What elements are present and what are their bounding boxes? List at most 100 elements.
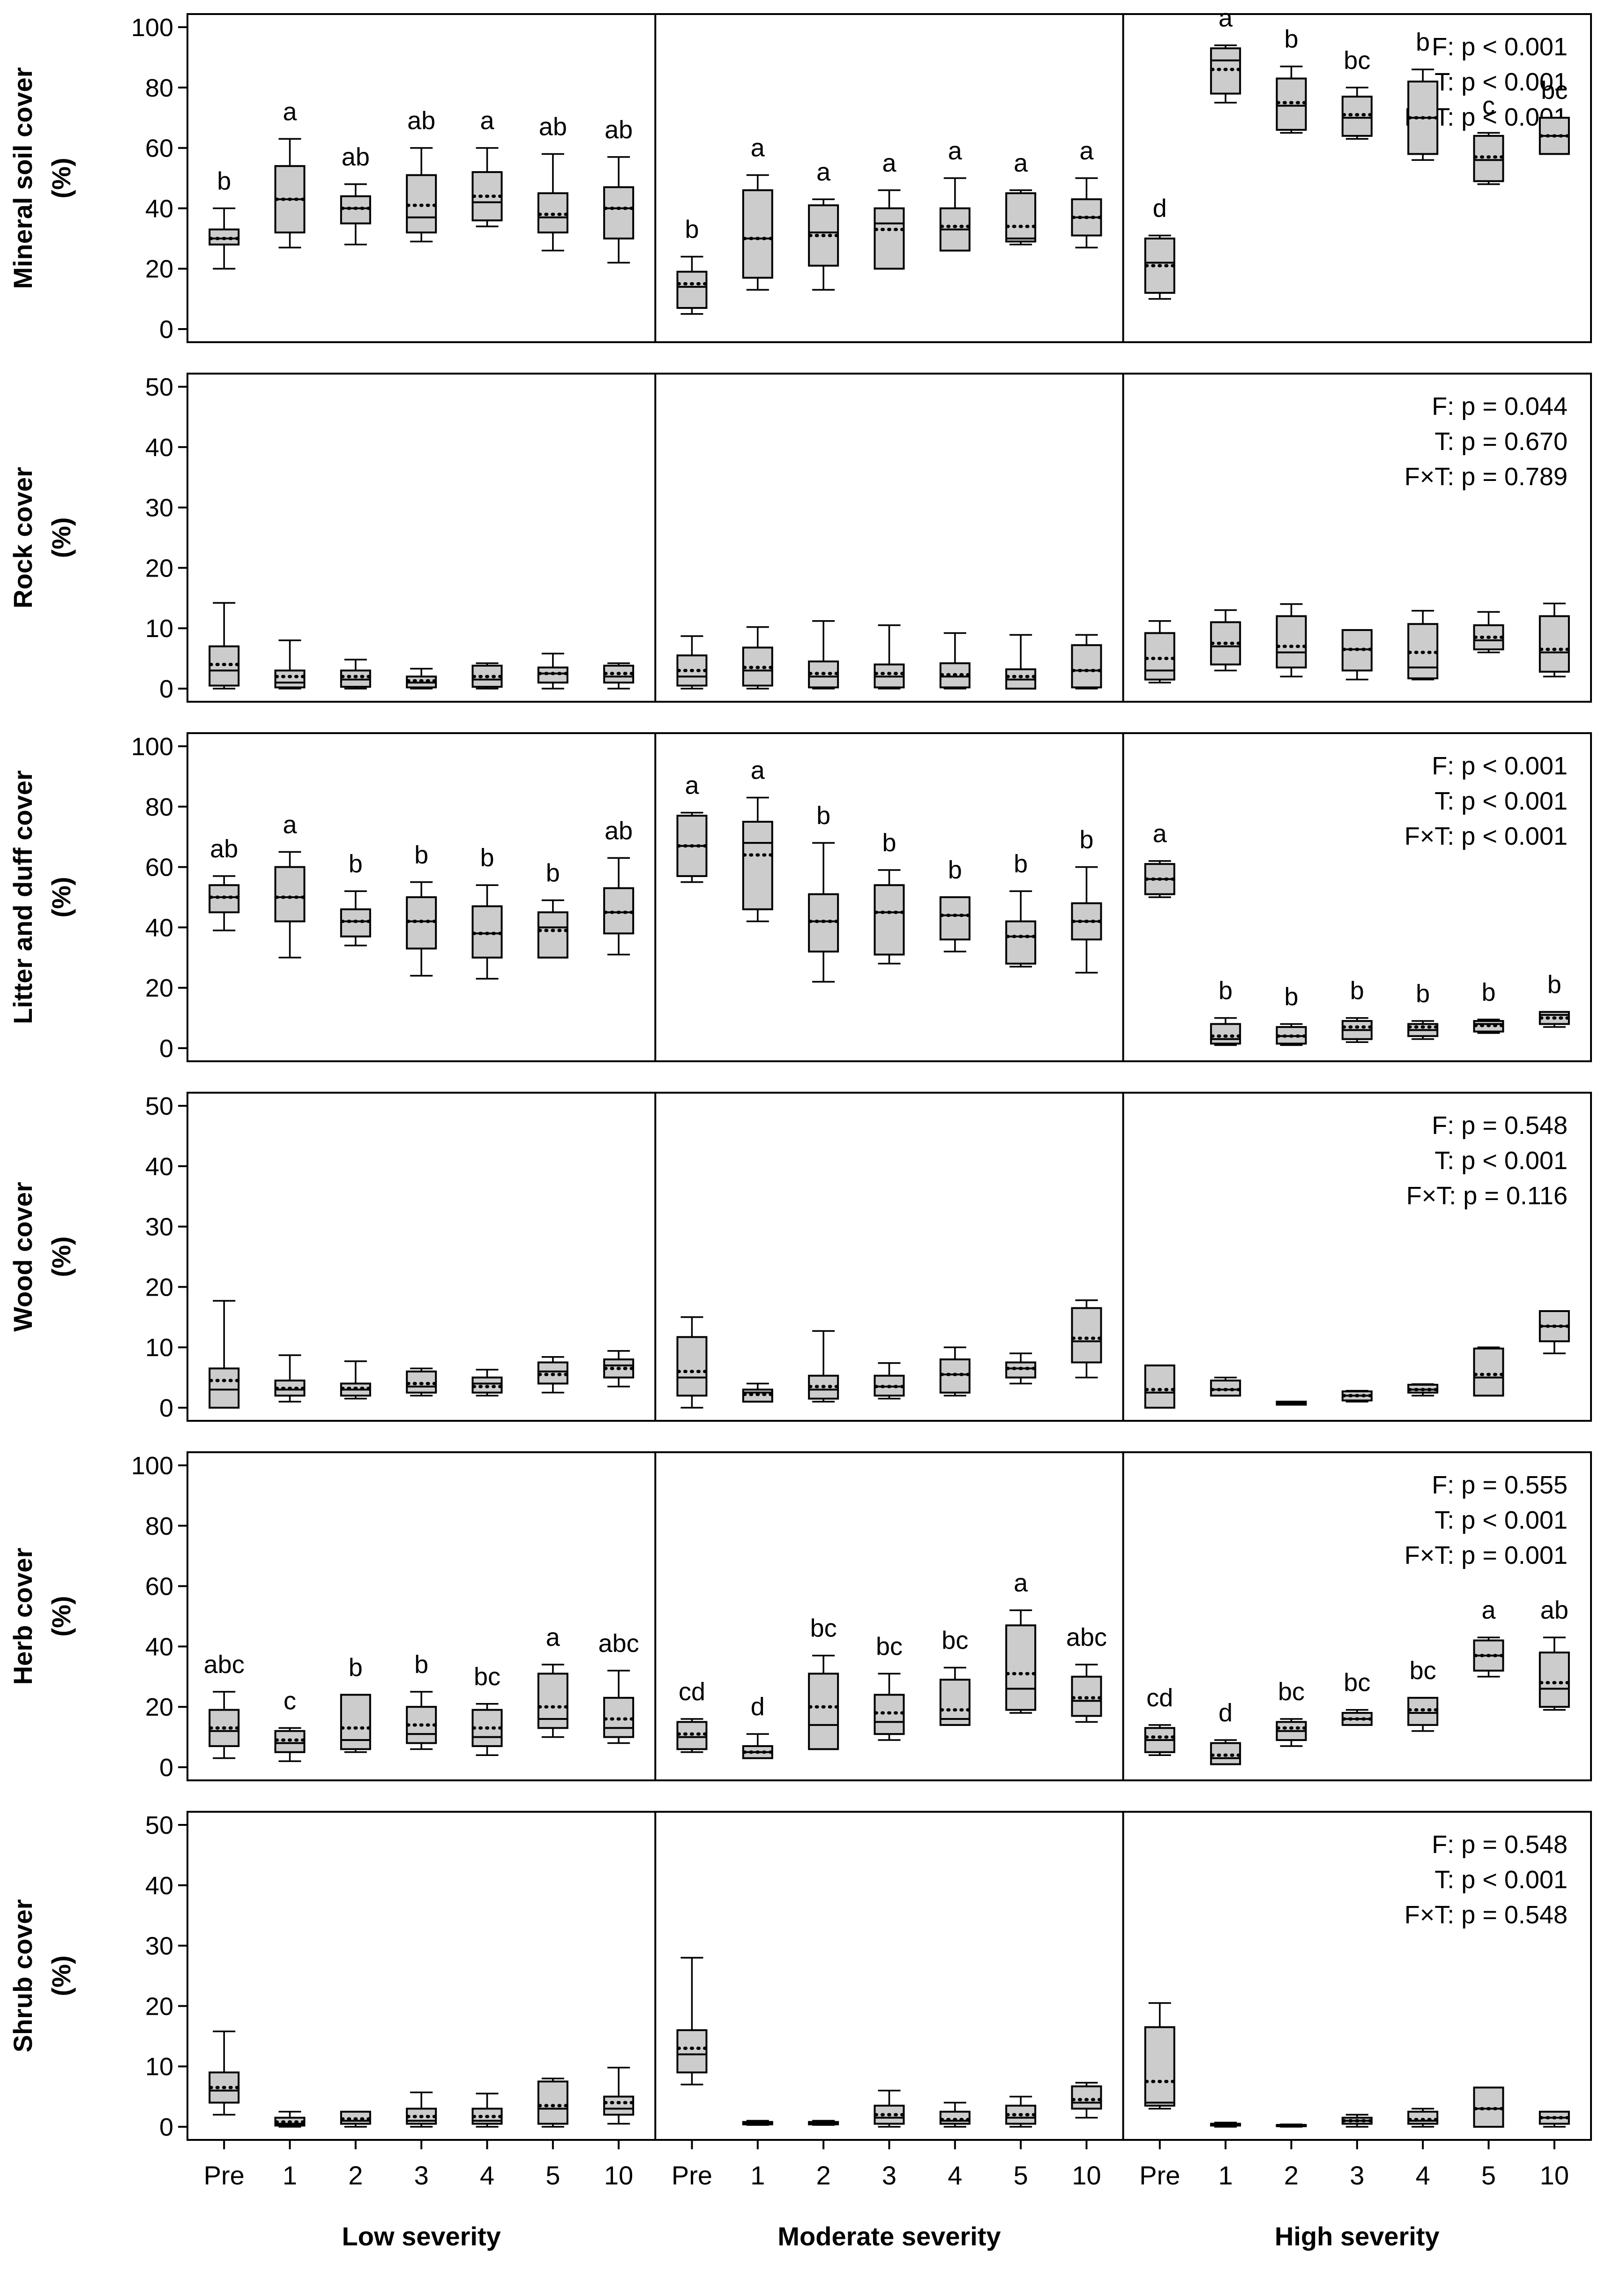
stats-line-t: T: p < 0.001	[1434, 1506, 1568, 1534]
panel-frame	[187, 1092, 1592, 1422]
significance-letter: b	[349, 1653, 363, 1681]
significance-letter: b	[685, 215, 699, 243]
x-category-label: Pre	[1139, 2161, 1180, 2190]
box-high-10	[1539, 2110, 1570, 2128]
panel-6: 0 10 20 30 40 50 Shrub cover (%) F: p = 0.548 T: …	[8, 1811, 1592, 2149]
box-iqr	[939, 896, 971, 941]
significance-letter: bc	[941, 1626, 968, 1654]
y-axis-unit: (%)	[46, 158, 76, 198]
box-moderate-3	[874, 2089, 905, 2128]
box-iqr	[1144, 237, 1175, 294]
box-low-2: b	[340, 850, 371, 946]
box-iqr	[1473, 1347, 1504, 1397]
significance-letter: b	[816, 802, 830, 830]
box-moderate-1: a	[742, 756, 773, 923]
box-low-4: bc	[471, 1663, 503, 1756]
box-low-4	[471, 2093, 503, 2128]
y-axis-unit: (%)	[46, 1236, 76, 1277]
y-tick-label: 20	[145, 1273, 173, 1301]
y-axis-title: Mineral soil cover	[8, 67, 37, 289]
box-high-4: b	[1407, 28, 1439, 161]
y-tick-label: 0	[159, 2113, 173, 2141]
stats-line-fxt: F×T: p = 0.548	[1404, 1901, 1568, 1929]
group-label: Low severity	[342, 2221, 501, 2251]
box-iqr	[742, 821, 773, 910]
box-low-2	[340, 2110, 371, 2128]
x-category-label: 3	[414, 2161, 429, 2190]
x-category-label: 5	[545, 2161, 560, 2190]
y-tick-label: 40	[145, 1153, 173, 1181]
box-low-4: b	[471, 844, 503, 980]
x-category-label: 10	[1540, 2161, 1569, 2190]
box-iqr	[471, 1709, 503, 1747]
group-label: High severity	[1275, 2221, 1440, 2251]
stats-line-fxt: F×T: p = 0.789	[1404, 463, 1568, 491]
box-high-2: b	[1276, 983, 1307, 1046]
x-category-label: 4	[1416, 2161, 1430, 2190]
box-high-5	[1473, 611, 1504, 653]
x-category-label: 1	[750, 2161, 765, 2190]
significance-letter: a	[1079, 137, 1094, 165]
significance-letter: ab	[407, 107, 435, 135]
box-iqr	[1005, 1624, 1037, 1711]
box-iqr	[939, 2110, 971, 2125]
box-low-2	[340, 659, 371, 690]
significance-letter: b	[1014, 850, 1028, 878]
box-high-10	[1539, 602, 1570, 677]
significance-letter: a	[1481, 1596, 1496, 1624]
significance-letter: b	[414, 841, 428, 869]
significance-letter: a	[948, 137, 963, 165]
y-tick-label: 100	[131, 14, 173, 42]
box-moderate-3: a	[874, 149, 905, 270]
significance-letter: c	[284, 1687, 296, 1715]
box-high-1	[1210, 1376, 1241, 1397]
box-low-10	[603, 2067, 635, 2125]
box-high-3	[1341, 629, 1373, 681]
box-low-1: c	[274, 1687, 306, 1762]
box-iqr	[874, 884, 905, 956]
box-iqr	[1071, 2085, 1102, 2110]
box-high-3	[1341, 2114, 1373, 2128]
y-axis-unit: (%)	[46, 877, 76, 917]
panel-frame	[187, 373, 1592, 703]
stats-line-f: F: p = 0.548	[1432, 1111, 1568, 1140]
box-moderate-1	[742, 626, 773, 690]
box-moderate-4	[939, 632, 971, 690]
stats-line-t: T: p = 0.670	[1434, 428, 1568, 456]
y-tick-label: 10	[145, 615, 173, 643]
box-low-Pre: b	[209, 167, 240, 270]
stats-line-f: F: p < 0.001	[1432, 752, 1568, 780]
box-low-5: a	[537, 1623, 568, 1738]
y-tick-label: 10	[145, 1334, 173, 1362]
y-tick-label: 30	[145, 494, 173, 522]
box-moderate-10	[1071, 2082, 1102, 2119]
box-moderate-Pre	[676, 635, 708, 690]
significance-letter: d	[1153, 194, 1167, 222]
box-moderate-2: a	[808, 158, 839, 291]
box-iqr	[1210, 1742, 1241, 1765]
x-category-label: 1	[1218, 2161, 1233, 2190]
box-low-10	[603, 662, 635, 690]
x-category-label: Pre	[672, 2161, 712, 2190]
y-tick-label: 20	[145, 974, 173, 1002]
box-moderate-Pre	[676, 1957, 708, 2086]
box-high-5	[1473, 2086, 1504, 2128]
box-low-5	[537, 653, 568, 690]
box-high-3	[1341, 1390, 1373, 1403]
box-low-3	[406, 1367, 437, 1396]
box-low-Pre	[209, 602, 240, 690]
panel-2: 0 10 20 30 40 50 Rock cover (%) F: p = 0.044 T: p…	[8, 373, 1592, 703]
box-low-10: ab	[603, 817, 635, 956]
significance-letter: ab	[1540, 1596, 1569, 1624]
y-tick-label: 40	[145, 1633, 173, 1661]
box-high-1: a	[1210, 4, 1241, 104]
box-moderate-10: a	[1071, 137, 1102, 248]
box-high-5: b	[1473, 978, 1504, 1034]
significance-letter: abc	[1066, 1623, 1107, 1651]
panel-frame	[187, 13, 1592, 343]
stats-line-f: F: p = 0.044	[1432, 392, 1568, 420]
significance-letter: b	[217, 167, 231, 195]
box-iqr	[1407, 1696, 1439, 1726]
box-iqr	[537, 911, 568, 959]
